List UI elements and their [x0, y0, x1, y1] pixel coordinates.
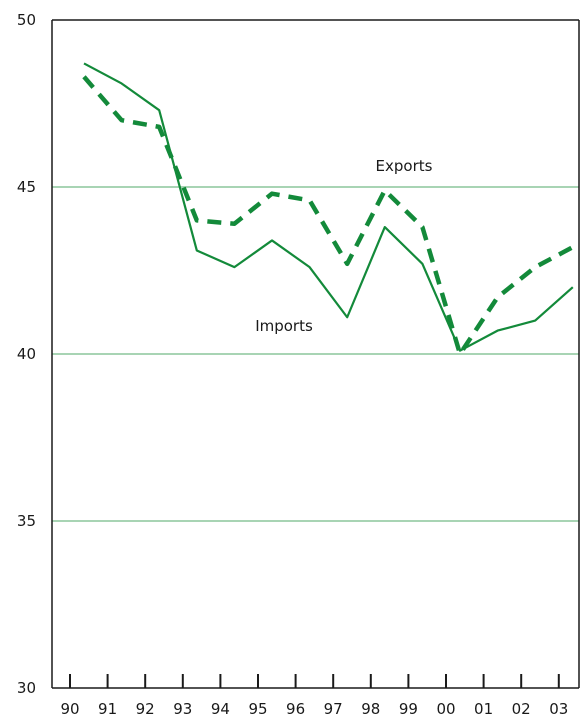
y-tick-label-30: 30	[17, 679, 36, 697]
x-tick-label-03: 03	[549, 700, 568, 718]
x-tick-label-97: 97	[324, 700, 343, 718]
x-tick-labels: 90 91 92 93 94 95 96 97 98 99 00 01 02 03	[60, 700, 568, 718]
y-tick-label-50: 50	[17, 11, 36, 29]
series-lines	[82, 62, 574, 357]
x-tick-label-93: 93	[173, 700, 192, 718]
axes	[51, 19, 580, 689]
x-tick-label-99: 99	[399, 700, 418, 718]
x-tick-label-90: 90	[60, 700, 79, 718]
x-tick-label-00: 00	[436, 700, 455, 718]
x-tick-label-95: 95	[248, 700, 267, 718]
x-tick-label-94: 94	[211, 700, 230, 718]
x-tick-label-96: 96	[286, 700, 305, 718]
y-tick-label-40: 40	[17, 345, 36, 363]
x-tick-label-01: 01	[474, 700, 493, 718]
series-label-imports: Imports	[255, 317, 313, 335]
y-tick-label-45: 45	[17, 178, 36, 196]
x-ticks	[69, 674, 560, 688]
series-label-exports: Exports	[376, 157, 433, 175]
y-tick-labels: 30 35 40 45 50	[17, 11, 36, 697]
series-line-exports	[82, 75, 574, 357]
y-tick-label-35: 35	[17, 512, 36, 530]
x-tick-label-92: 92	[136, 700, 155, 718]
grid-lines	[52, 186, 579, 522]
x-tick-label-98: 98	[361, 700, 380, 718]
x-tick-label-91: 91	[98, 700, 117, 718]
series-line-imports	[83, 62, 574, 352]
x-tick-label-02: 02	[512, 700, 531, 718]
